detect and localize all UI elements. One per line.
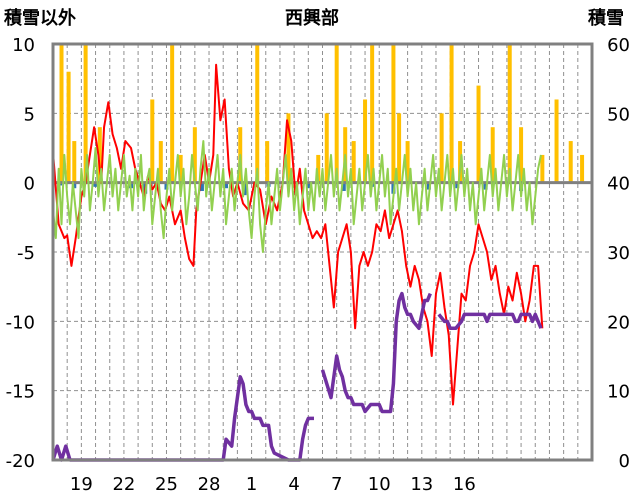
series-0-bar (507, 44, 512, 183)
series-0-bar (178, 154, 183, 183)
series-4-line (320, 291, 432, 414)
series-0-bar (59, 44, 64, 183)
x-tick-label: 28 (198, 474, 221, 495)
right-tick-label: 60 (607, 35, 630, 56)
x-tick-label: 7 (331, 474, 342, 495)
series-0-bar (405, 141, 410, 183)
series-0-bar (158, 141, 163, 183)
series-0-bar (449, 44, 454, 183)
series-3-bar (199, 182, 204, 191)
x-tick-label: 19 (70, 474, 93, 495)
series-0-bar (97, 127, 102, 183)
series-0-bar (286, 113, 291, 183)
series-0-bar (334, 44, 339, 183)
series-1-line (52, 63, 544, 406)
plot-frame (51, 42, 594, 462)
right-tick-label: 0 (619, 451, 630, 472)
chart-marks-front (51, 63, 544, 462)
right-tick-label: 50 (607, 104, 630, 125)
series-0-bar (476, 85, 481, 183)
series-3-bar (483, 182, 488, 190)
left-axis-label: 積雪以外 (3, 7, 76, 29)
series-3-bar (93, 182, 98, 187)
series-3-bar (72, 182, 77, 189)
series-0-bar (370, 44, 375, 183)
series-3-bar (306, 182, 311, 189)
series-0-bar (580, 154, 585, 183)
right-tick-label: 10 (607, 382, 630, 403)
series-0-bar (391, 44, 396, 183)
series-0-bar (170, 44, 175, 183)
series-3-bar (164, 182, 169, 190)
series-3-bar (426, 182, 431, 190)
series-0-bar (83, 44, 88, 183)
series-0-bar (439, 113, 444, 183)
series-3-bar (224, 182, 229, 189)
series-4-line (51, 375, 314, 462)
right-axis-label: 積雪 (587, 7, 624, 29)
x-tick-label: 16 (453, 474, 476, 495)
right-tick-label: 20 (607, 312, 630, 333)
series-0-bar (72, 141, 77, 183)
series-0-bar (519, 127, 524, 183)
left-tick-label: -15 (6, 382, 35, 403)
left-tick-label: -5 (17, 243, 35, 264)
series-0-bar (66, 71, 71, 183)
series-0-bar (490, 127, 495, 183)
series-0-bar (363, 99, 368, 183)
left-tick-label: 0 (24, 174, 35, 195)
grid-lines (53, 44, 592, 460)
series-3-bar (341, 182, 346, 191)
series-0-bar (554, 99, 559, 183)
left-tick-label: 10 (12, 35, 35, 56)
x-tick-label: 22 (112, 474, 135, 495)
series-0-bar (255, 44, 260, 183)
series-3-bar (455, 182, 460, 189)
series-0-bar (150, 99, 155, 183)
series-0-bar (397, 113, 402, 183)
series-0-bar (316, 154, 321, 183)
x-tick-label: 13 (410, 474, 433, 495)
x-tick-label: 25 (155, 474, 178, 495)
series-0-bar (540, 154, 545, 183)
series-0-bar (192, 127, 197, 183)
series-4-line (437, 312, 543, 331)
right-tick-label: 30 (607, 243, 630, 264)
x-tick-label: 1 (246, 474, 257, 495)
x-tick-label: 10 (368, 474, 391, 495)
chart-title: 西興部 (285, 7, 339, 29)
right-tick-label: 40 (607, 174, 630, 195)
left-tick-label: -10 (6, 312, 35, 333)
x-tick-label: 4 (288, 474, 299, 495)
series-0-bar (351, 141, 356, 183)
series-2-line (52, 140, 542, 253)
left-tick-label: -20 (6, 451, 35, 472)
series-0-bar (265, 141, 270, 183)
left-tick-label: 5 (24, 104, 35, 125)
series-0-bar (324, 113, 329, 183)
series-0-bar (568, 141, 573, 183)
